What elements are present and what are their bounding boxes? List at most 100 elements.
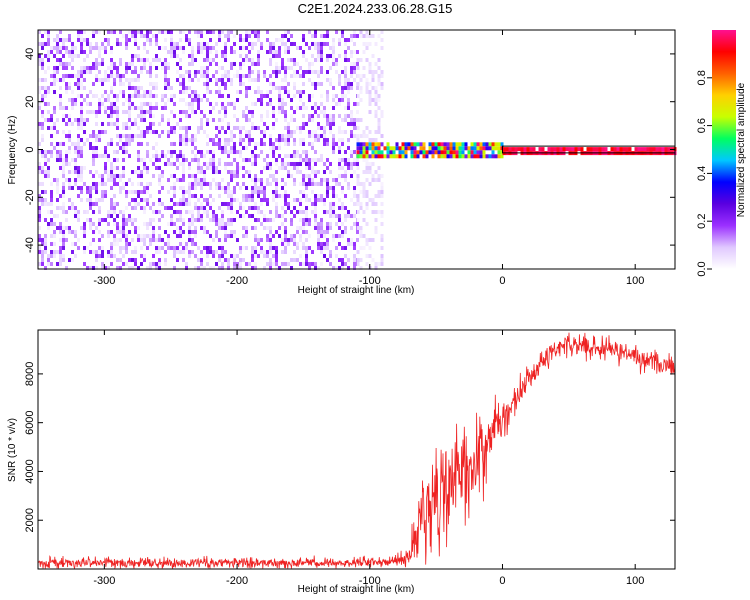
spectrogram-cell [278,142,281,146]
spectrogram-cell [356,158,359,162]
spectrogram-cell [353,122,356,126]
spectrogram-cell [296,62,299,66]
spectrogram-cell [191,150,194,154]
spectrogram-cell [65,134,68,138]
spectrogram-cell [218,226,221,230]
spectrogram-cell [116,74,119,78]
spectrogram-cell [332,214,335,218]
spectrogram-cell [248,78,251,82]
spectrogram-cell [122,234,125,238]
spectrogram-cell [356,126,360,130]
spectrogram-cell [227,138,230,142]
spectrogram-cell [350,238,353,242]
spectrogram-cell [77,70,80,74]
spectrogram-cell [314,214,317,218]
spectrogram-cell [110,66,113,70]
spectrogram-cell [257,62,260,66]
spectrogram-cell [341,234,344,238]
spectrogram-cell [284,198,287,202]
spectrogram-cell [326,142,329,146]
spectrogram-cell [269,182,272,186]
spectrogram-cell [125,194,128,198]
spectrogram-cell [119,178,122,182]
spectrogram-cell [158,238,161,242]
spectrogram-cell [62,66,65,70]
spectrogram-cell [332,142,335,146]
spectrogram-cell [80,190,83,194]
spectrogram-cell [56,66,59,70]
spectrogram-cell [41,154,44,158]
spectrogram-cell [317,158,320,162]
spectrogram-cell [335,266,338,270]
spectrogram-cell [176,154,179,158]
spectrogram-cell [386,146,390,151]
spectrogram-cell [44,30,47,34]
spectrogram-cell [77,238,80,242]
spectrogram-cell [110,70,113,74]
spectrogram-cell [71,46,74,50]
spectrogram-cell [149,194,152,198]
spectrogram-cell [170,130,173,134]
spectrogram-cell [278,138,281,142]
spectrogram-cell [284,182,287,186]
spectrogram-cell [41,150,44,154]
spectrogram-cell [341,186,344,190]
spectrogram-cell [38,78,41,82]
spectrogram-cell [341,30,344,34]
spectrogram-cell [245,146,248,150]
spectrogram-cell [170,98,173,102]
spectrogram-cell [374,90,378,94]
spectrogram-cell [449,142,453,147]
spectrogram-cell [209,206,212,210]
spectrogram-cell [125,42,128,46]
spectrogram-cell [158,166,161,170]
spectrogram-cell [523,147,527,152]
spectrogram-cell [47,158,50,162]
spectrogram-cell [128,62,131,66]
spectrogram-cell [137,94,140,98]
spectrogram-cell [239,138,242,142]
spectrogram-cell [158,262,161,266]
spectrogram-cell [230,46,233,50]
spectrogram-cell [461,150,465,155]
spectrogram-cell [344,194,347,198]
spectrogram-cell [68,98,71,102]
spectrogram-cell [374,146,378,151]
spectrogram-cell [356,182,360,186]
spectrogram-cell [164,74,167,78]
spectrogram-cell [392,154,396,159]
spectrogram-cell [83,58,86,62]
spectrogram-cell [212,238,215,242]
spectrogram-cell [353,222,356,226]
spectrogram-cell [341,142,344,146]
spectrogram-cell [218,170,221,174]
spectrogram-cell [308,94,311,98]
spectrogram-cell [374,226,378,230]
spectrogram-cell [344,50,347,54]
spectrogram-cell [182,46,185,50]
spectrogram-cell [320,178,323,182]
spectrogram-cell [200,226,203,230]
spectrogram-cell [119,30,122,34]
spectrogram-cell [275,210,278,214]
spectrogram-cell [92,162,95,166]
spectrogram-cell [131,34,134,38]
spectrogram-cell [326,238,329,242]
spectrogram-cell [194,70,197,74]
spectrogram-cell [77,170,80,174]
spectrogram-cell [38,86,41,90]
spectrogram-cell [392,146,396,151]
spectrogram-cell [146,110,149,114]
spectrogram-cell [308,246,311,250]
spectrogram-cell [170,222,173,226]
spectrogram-cell [320,126,323,130]
spectrogram-cell [158,178,161,182]
spectrogram-cell [50,154,53,158]
spectrogram-cell [83,66,86,70]
spectrogram-cell [155,74,158,78]
spectrogram-cell [281,62,284,66]
spectrogram-cell [278,110,281,114]
spectrogram-cell [449,150,453,155]
spectrogram-cell [308,70,311,74]
spectrogram-cell [170,30,173,34]
